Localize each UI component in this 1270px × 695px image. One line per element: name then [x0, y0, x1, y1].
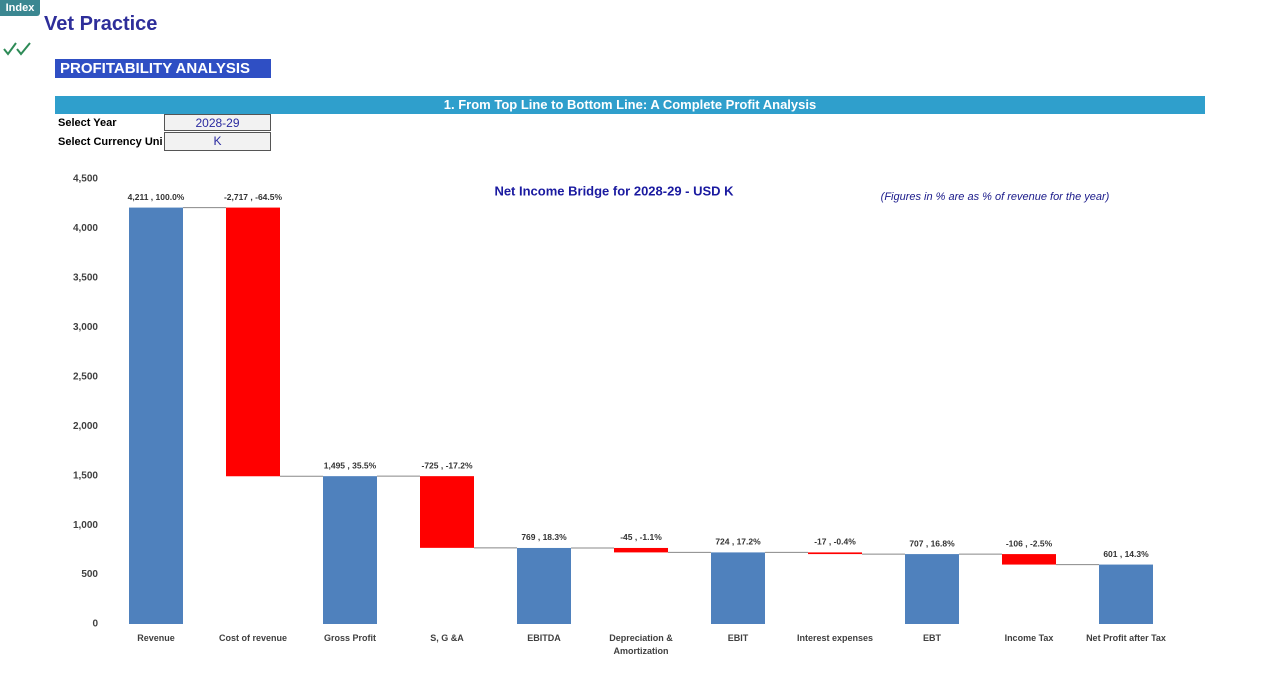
x-tick-label: Depreciation & Amortization — [609, 633, 673, 656]
data-label: 769 , 18.3% — [521, 532, 567, 542]
y-tick-label: 4,500 — [73, 174, 98, 185]
data-label: 601 , 14.3% — [1103, 549, 1149, 559]
data-label: 707 , 16.8% — [909, 538, 955, 548]
bar — [711, 552, 765, 624]
field-label: Select Year — [58, 117, 117, 129]
x-tick-label: Cost of revenue — [218, 633, 287, 643]
check-icon — [3, 42, 31, 56]
chart-title: Net Income Bridge for 2028-29 - USD K — [494, 183, 734, 198]
data-label: -725 , -17.2% — [421, 460, 472, 470]
y-tick-label: 3,000 — [73, 322, 98, 333]
bar — [323, 476, 377, 624]
data-label: -2,717 , -64.5% — [224, 192, 283, 202]
y-tick-label: 4,000 — [73, 223, 98, 234]
y-tick-label: 1,000 — [73, 520, 98, 531]
data-label: 1,495 , 35.5% — [324, 460, 377, 470]
field-input[interactable]: K — [164, 132, 271, 151]
x-tick-label: EBITDA — [527, 633, 561, 643]
x-tick-label: Revenue — [137, 633, 175, 643]
banner: 1. From Top Line to Bottom Line: A Compl… — [55, 96, 1205, 114]
x-tick-label: Income Tax — [1004, 633, 1054, 643]
bar — [808, 552, 862, 555]
y-tick-label: 2,500 — [73, 371, 98, 382]
bar — [420, 476, 474, 548]
bar — [1002, 554, 1056, 565]
x-tick-label: Gross Profit — [323, 633, 376, 643]
x-tick-label: S, G &A — [430, 633, 464, 643]
index-tab[interactable]: Index — [0, 0, 40, 16]
x-tick-label: Net Profit after Tax — [1086, 633, 1166, 643]
bar — [517, 547, 571, 624]
bar — [226, 207, 280, 477]
y-tick-label: 500 — [81, 569, 98, 580]
data-label: 4,211 , 100.0% — [128, 192, 185, 202]
data-label: -45 , -1.1% — [620, 532, 662, 542]
field-input[interactable]: 2028-29 — [164, 114, 271, 131]
y-tick-label: 3,500 — [73, 273, 98, 284]
bar — [1099, 564, 1153, 624]
section-title: PROFITABILITY ANALYSIS — [55, 59, 271, 78]
y-tick-label: 1,500 — [73, 470, 98, 481]
data-label: -17 , -0.4% — [814, 537, 856, 547]
data-label: 724 , 17.2% — [715, 537, 761, 547]
x-tick-label: EBT — [923, 633, 941, 643]
data-label: -106 , -2.5% — [1006, 538, 1053, 548]
bar — [129, 207, 183, 624]
bar — [614, 547, 668, 553]
field-label: Select Currency Uni — [58, 136, 162, 148]
app-title: Vet Practice — [44, 13, 158, 35]
y-tick-label: 2,000 — [73, 421, 98, 432]
annotation: (Figures in % are as % of revenue for th… — [881, 191, 1110, 203]
x-tick-label: Interest expenses — [796, 633, 874, 643]
bar — [905, 554, 959, 624]
y-tick-label: 0 — [92, 619, 98, 630]
x-tick-label: EBIT — [727, 633, 749, 643]
